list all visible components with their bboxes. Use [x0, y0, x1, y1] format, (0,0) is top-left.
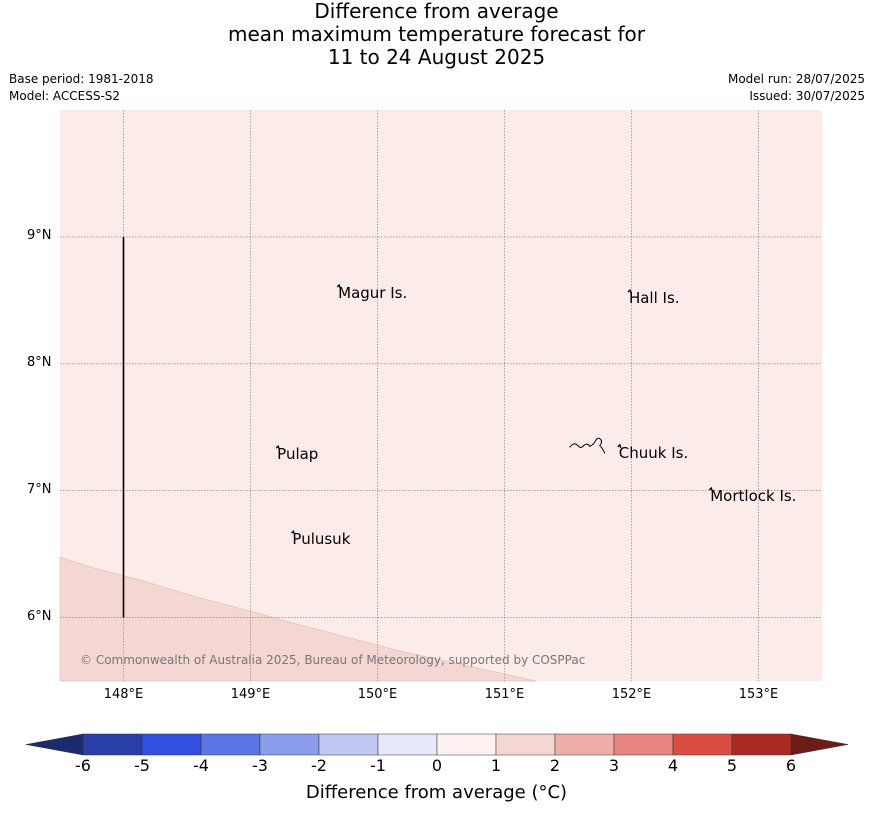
place-label: Mortlock Is. [710, 487, 797, 505]
lon-tick-label: 152°E [611, 687, 652, 702]
island-marker [290, 529, 296, 535]
colorbar-tick-label: 0 [431, 756, 443, 775]
colorbar [25, 733, 849, 756]
colorbar-segment [141, 733, 202, 756]
island-marker [336, 283, 341, 289]
base-period: Base period: 1981-2018 [9, 72, 154, 86]
lon-tick-label: 151°E [484, 687, 525, 702]
model-name: Model: ACCESS-S2 [9, 89, 121, 103]
island-marker [617, 443, 622, 449]
chuuk-lagoon-outline [569, 437, 606, 454]
island-marker [627, 288, 632, 294]
colorbar-segment [495, 733, 556, 756]
map-background [60, 110, 822, 681]
colorbar-tick-label: -6 [75, 756, 91, 775]
place-label: Pulap [277, 445, 319, 464]
colorbar-segment [318, 733, 379, 756]
title-line-1: Difference from average [314, 0, 559, 23]
place-label: Magur Is. [338, 283, 408, 302]
title-line-2: mean maximum temperature forecast for [227, 22, 645, 46]
colorbar-tick-label: -4 [193, 756, 209, 775]
colorbar-segment [200, 733, 261, 756]
colorbar-tick-label: 1 [490, 756, 502, 775]
lon-tick-label: 149°E [230, 687, 271, 702]
lat-tick-label: 7°N [27, 481, 52, 497]
colorbar-tick-label: -3 [252, 756, 268, 775]
colorbar-segment [672, 733, 733, 756]
colorbar-extend-high [790, 733, 849, 756]
colorbar-tick-label: 5 [726, 756, 738, 775]
colorbar-segment [82, 733, 143, 756]
lon-tick-label: 150°E [357, 687, 398, 702]
colorbar-tick-label: 6 [785, 756, 797, 775]
colorbar-title: Difference from average (°C) [305, 782, 568, 803]
island-markers [275, 283, 713, 535]
colorbar-segment [554, 733, 615, 756]
colorbar-segment [731, 733, 792, 756]
colorbar-tick-label: -5 [134, 756, 150, 775]
place-label: Pulusuk [292, 530, 351, 549]
meta-right: Model run: 28/07/2025 Issued: 30/07/2025 [728, 71, 865, 105]
colorbar-tick-label: 2 [549, 756, 561, 775]
lon-tick-label: 148°E [103, 687, 144, 702]
copyright-notice: © Commonwealth of Australia 2025, Bureau… [80, 653, 586, 667]
colorbar-segment [377, 733, 438, 756]
model-run: Model run: 28/07/2025 [727, 72, 865, 86]
colorbar-extend-low [25, 733, 84, 756]
meta-left: Base period: 1981-2018 Model: ACCESS-S2 [9, 71, 154, 105]
colorbar-segment [436, 733, 497, 756]
lat-tick-label: 6°N [27, 608, 52, 624]
colorbar-segment [613, 733, 674, 756]
island-marker [275, 444, 280, 450]
place-label: Hall Is. [628, 289, 680, 308]
place-label: Chuuk Is. [618, 443, 689, 462]
colorbar-segment [259, 733, 320, 756]
lat-tick-label: 9°N [27, 227, 52, 243]
issued-date: Issued: 30/07/2025 [749, 89, 865, 103]
island-marker [708, 486, 713, 492]
colorbar-tick-label: -1 [370, 756, 386, 775]
lat-tick-label: 8°N [27, 354, 52, 370]
anomaly-region-1-to-2 [59, 556, 537, 682]
lon-tick-label: 153°E [738, 687, 779, 702]
colorbar-tick-label: 3 [608, 756, 620, 775]
colorbar-tick-label: -2 [311, 756, 327, 775]
map-title: Difference from average mean maximum tem… [0, 0, 873, 69]
title-line-3: 11 to 24 August 2025 [327, 45, 546, 69]
colorbar-tick-label: 4 [667, 756, 679, 775]
